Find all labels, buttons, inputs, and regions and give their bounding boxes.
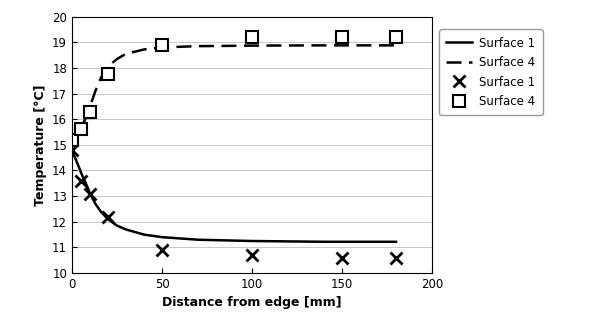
X-axis label: Distance from edge [mm]: Distance from edge [mm] bbox=[162, 296, 342, 309]
Y-axis label: Temperature [°C]: Temperature [°C] bbox=[34, 84, 47, 205]
Legend: Surface 1, Surface 4, Surface 1, Surface 4: Surface 1, Surface 4, Surface 1, Surface… bbox=[439, 30, 542, 115]
